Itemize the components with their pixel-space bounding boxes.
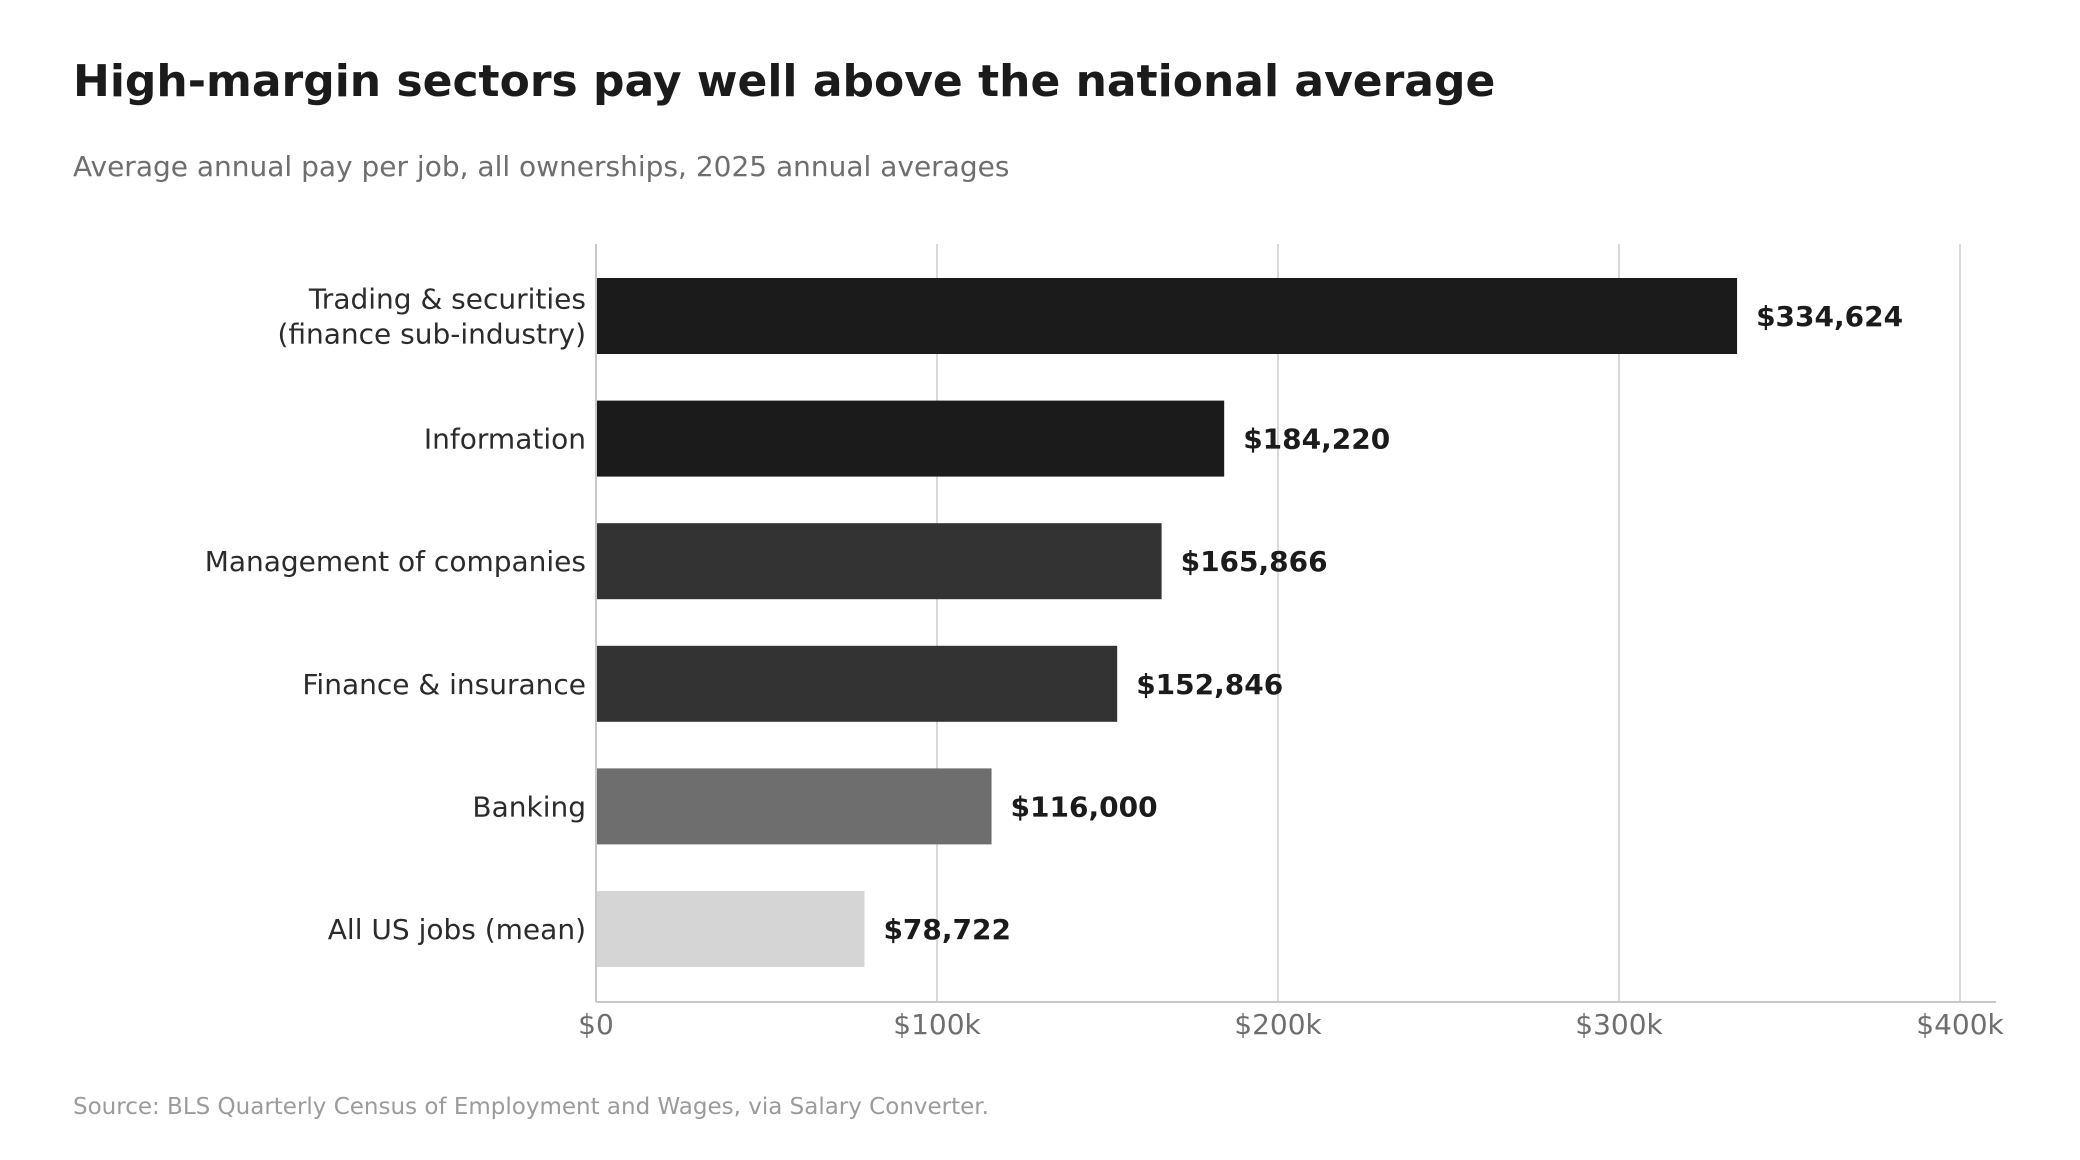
labels: $0 $100k $200k $300k $400k $334,624 Trading & … (205, 283, 2005, 1042)
category-label: Trading & securities (308, 283, 586, 316)
gridlines (936, 244, 1961, 1002)
category-label: All US jobs (mean) (328, 913, 586, 946)
x-tick-label: $0 (578, 1008, 614, 1041)
x-tick-label: $200k (1234, 1008, 1322, 1041)
bar (596, 278, 1738, 354)
bar (596, 645, 1118, 722)
bar-value-label: $78,722 (883, 913, 1011, 946)
bar-value-label: $152,846 (1136, 668, 1283, 701)
bar-value-label: $184,220 (1243, 423, 1390, 456)
bar (596, 523, 1162, 600)
category-label: (finance sub-industry) (277, 318, 586, 351)
bar (596, 400, 1225, 477)
source-note: Source: BLS Quarterly Census of Employme… (73, 1094, 989, 1120)
chart-title: High-margin sectors pay well above the n… (73, 56, 1496, 107)
category-label: Information (424, 423, 586, 456)
chart-subtitle: Average annual pay per job, all ownershi… (73, 150, 1010, 183)
x-tick-label: $300k (1575, 1008, 1663, 1041)
bars (596, 278, 1738, 967)
category-label: Management of companies (205, 545, 586, 578)
bar-value-label: $165,866 (1181, 545, 1328, 578)
x-tick-label: $100k (893, 1008, 981, 1041)
category-label: Banking (472, 790, 586, 823)
bar (596, 768, 992, 845)
bar-value-label: $116,000 (1011, 790, 1158, 823)
bar-value-label: $334,624 (1756, 300, 1903, 333)
category-label: Finance & insurance (302, 668, 586, 701)
x-tick-label: $400k (1916, 1008, 2004, 1041)
axes (595, 244, 1996, 1003)
bar (596, 891, 865, 967)
